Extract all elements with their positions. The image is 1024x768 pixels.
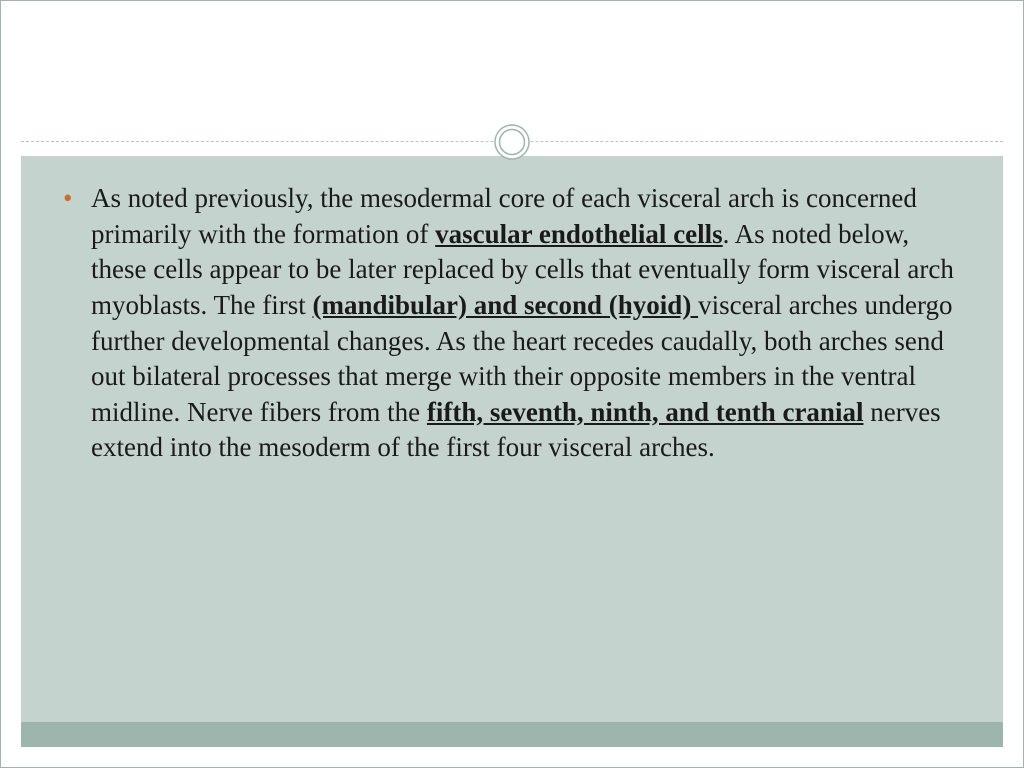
emphasis-text: (mandibular) and second (hyoid) (312, 290, 698, 320)
emphasis-text: vascular endothelial cells (435, 219, 723, 249)
body-panel: As noted previously, the mesodermal core… (21, 156, 1003, 722)
circle-ornament-icon (493, 123, 531, 161)
bullet-item: As noted previously, the mesodermal core… (91, 181, 963, 466)
slide: As noted previously, the mesodermal core… (0, 0, 1024, 768)
footer-bar (21, 722, 1003, 747)
title-area (1, 1, 1023, 141)
emphasis-text: fifth, seventh, ninth, and tenth cranial (427, 397, 864, 427)
content: As noted previously, the mesodermal core… (21, 156, 1003, 486)
